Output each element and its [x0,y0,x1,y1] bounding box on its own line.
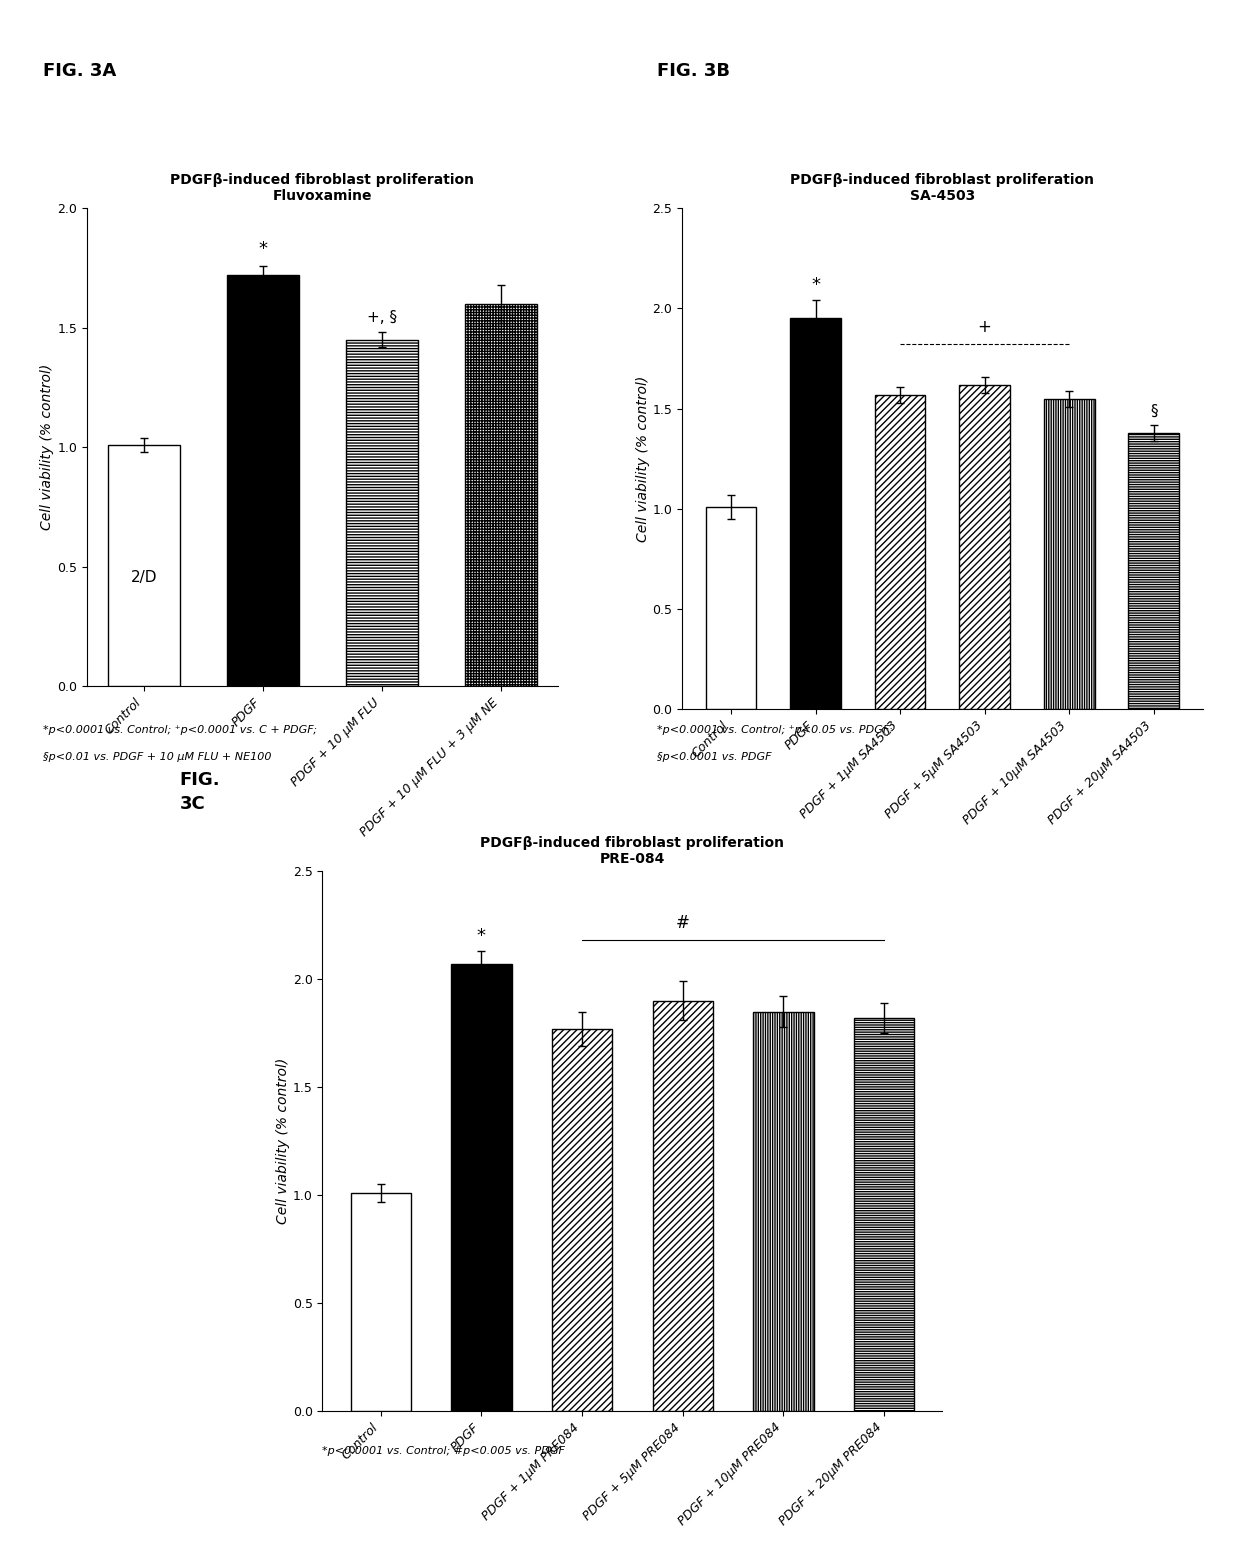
Bar [706,507,756,709]
Title: PDGFβ-induced fibroblast proliferation
SA-4503: PDGFβ-induced fibroblast proliferation S… [790,173,1095,204]
Text: *: * [258,241,268,259]
Text: FIG. 3B: FIG. 3B [657,62,730,80]
Text: §p<0.0001 vs. PDGF: §p<0.0001 vs. PDGF [657,752,771,762]
Text: *p<0.0001 vs. Control; ⁺p<0.05 vs. PDGF;: *p<0.0001 vs. Control; ⁺p<0.05 vs. PDGF; [657,725,893,734]
Bar [960,384,1011,709]
Title: PDGFβ-induced fibroblast proliferation
PRE-084: PDGFβ-induced fibroblast proliferation P… [480,836,785,867]
Y-axis label: Cell viability (% control): Cell viability (% control) [635,376,650,541]
Title: PDGFβ-induced fibroblast proliferation
Fluvoxamine: PDGFβ-induced fibroblast proliferation F… [170,173,475,204]
Bar [552,1029,613,1411]
Text: §: § [1149,404,1158,419]
Text: *: * [811,276,820,295]
Text: FIG.
3C: FIG. 3C [180,771,221,813]
Bar [874,395,925,709]
Bar [351,1194,410,1411]
Text: §p<0.01 vs. PDGF + 10 μM FLU + NE100: §p<0.01 vs. PDGF + 10 μM FLU + NE100 [43,752,272,762]
Y-axis label: Cell viability (% control): Cell viability (% control) [277,1058,290,1224]
Bar [108,444,180,686]
Bar [753,1012,813,1411]
Text: *p<0.0001 vs. Control; ⁺p<0.0001 vs. C + PDGF;: *p<0.0001 vs. Control; ⁺p<0.0001 vs. C +… [43,725,317,734]
Bar [227,274,299,686]
Bar [854,1018,914,1411]
Y-axis label: Cell viability (% control): Cell viability (% control) [40,364,55,530]
Text: 2/D: 2/D [130,571,157,584]
Bar [1128,433,1179,709]
Bar [790,319,841,709]
Text: #: # [676,914,689,931]
Bar [346,339,418,686]
Bar [465,304,537,686]
Bar [451,964,512,1411]
Text: +: + [977,319,992,336]
Text: *p<0.0001 vs. Control; #p<0.005 vs. PDGF: *p<0.0001 vs. Control; #p<0.005 vs. PDGF [322,1446,565,1456]
Text: *: * [477,927,486,945]
Text: FIG. 3A: FIG. 3A [43,62,117,80]
Bar [1044,399,1095,709]
Bar [652,1001,713,1411]
Text: +, §: +, § [367,310,397,325]
